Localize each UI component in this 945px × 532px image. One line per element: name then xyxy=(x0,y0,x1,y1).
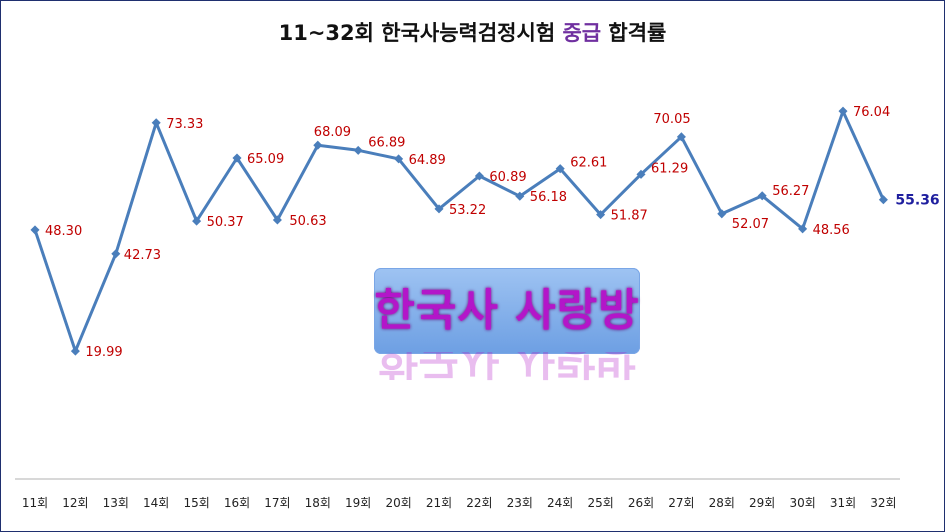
x-tick-label: 31회 xyxy=(830,496,856,510)
data-label: 56.27 xyxy=(772,184,809,199)
data-label: 50.63 xyxy=(289,214,326,229)
chart-title-suffix: 합격률 xyxy=(608,21,667,45)
data-label: 19.99 xyxy=(85,345,122,360)
x-tick-label: 16회 xyxy=(224,496,250,510)
x-tick-label: 30회 xyxy=(789,496,815,510)
data-label: 64.89 xyxy=(409,153,446,168)
x-tick-label: 32회 xyxy=(870,496,896,510)
data-point xyxy=(838,106,848,116)
series-line xyxy=(33,109,885,353)
data-label: 65.09 xyxy=(247,152,284,167)
x-tick-label: 12회 xyxy=(62,496,88,510)
data-label: 56.18 xyxy=(530,190,567,205)
watermark-text: 한국사 사랑방 xyxy=(374,285,640,336)
chart-title-main: 11~32회 한국사능력검정시험 xyxy=(278,21,556,45)
data-point xyxy=(313,140,323,150)
data-point xyxy=(596,210,606,220)
data-point xyxy=(70,346,80,356)
x-axis-ticks: 11회 12회 13회 14회 15회 16회 17회 18회 19회 20회 21회 22회 23회 2… xyxy=(22,496,897,510)
x-tick-label: 22회 xyxy=(466,496,492,510)
watermark-banner: 한국사 사랑방 xyxy=(374,268,640,354)
x-tick-label: 13회 xyxy=(103,496,129,510)
x-tick-label: 20회 xyxy=(385,496,411,510)
x-tick-label: 25회 xyxy=(587,496,613,510)
data-point xyxy=(798,224,808,234)
data-label: 70.05 xyxy=(653,112,690,127)
data-point xyxy=(878,195,888,205)
data-point xyxy=(232,153,242,163)
x-tick-label: 23회 xyxy=(507,496,533,510)
data-point xyxy=(151,118,161,128)
x-tick-label: 18회 xyxy=(305,496,331,510)
chart-title-highlight: 중급 xyxy=(562,21,602,45)
x-tick-label: 19회 xyxy=(345,496,371,510)
data-point xyxy=(111,249,121,259)
data-label: 66.89 xyxy=(368,135,405,150)
watermark-reflection: 한국사 사랑방 xyxy=(374,352,640,382)
data-label: 52.07 xyxy=(732,217,769,232)
data-label: 42.73 xyxy=(124,248,161,263)
x-tick-label: 29회 xyxy=(749,496,775,510)
x-tick-label: 27회 xyxy=(668,496,694,510)
data-label: 55.36 xyxy=(895,193,939,209)
data-label: 53.22 xyxy=(449,203,486,218)
x-tick-label: 26회 xyxy=(628,496,654,510)
watermark-reflection-text: 한국사 사랑방 xyxy=(377,352,637,382)
data-label: 61.29 xyxy=(651,161,688,176)
x-tick-label: 21회 xyxy=(426,496,452,510)
data-point xyxy=(272,215,282,225)
x-tick-label: 24회 xyxy=(547,496,573,510)
data-label: 76.04 xyxy=(853,105,890,120)
data-labels: 48.30 19.99 42.73 73.33 50.37 65.09 50.63 68.09… xyxy=(45,105,940,360)
data-label: 50.37 xyxy=(207,215,244,230)
data-label: 48.30 xyxy=(45,224,82,239)
x-tick-label: 11회 xyxy=(22,496,48,510)
data-label: 60.89 xyxy=(489,170,526,185)
data-point xyxy=(353,145,363,155)
x-tick-label: 15회 xyxy=(183,496,209,510)
data-label: 68.09 xyxy=(314,125,351,140)
data-label: 51.87 xyxy=(611,209,648,224)
x-tick-label: 17회 xyxy=(264,496,290,510)
data-label: 73.33 xyxy=(166,117,203,132)
chart-title: 11~32회 한국사능력검정시험 중급 합격률 xyxy=(0,17,945,47)
x-tick-label: 28회 xyxy=(709,496,735,510)
data-point xyxy=(474,171,484,181)
x-tick-label: 14회 xyxy=(143,496,169,510)
data-point xyxy=(30,225,40,235)
data-label: 62.61 xyxy=(570,156,607,171)
data-label: 48.56 xyxy=(813,223,850,238)
